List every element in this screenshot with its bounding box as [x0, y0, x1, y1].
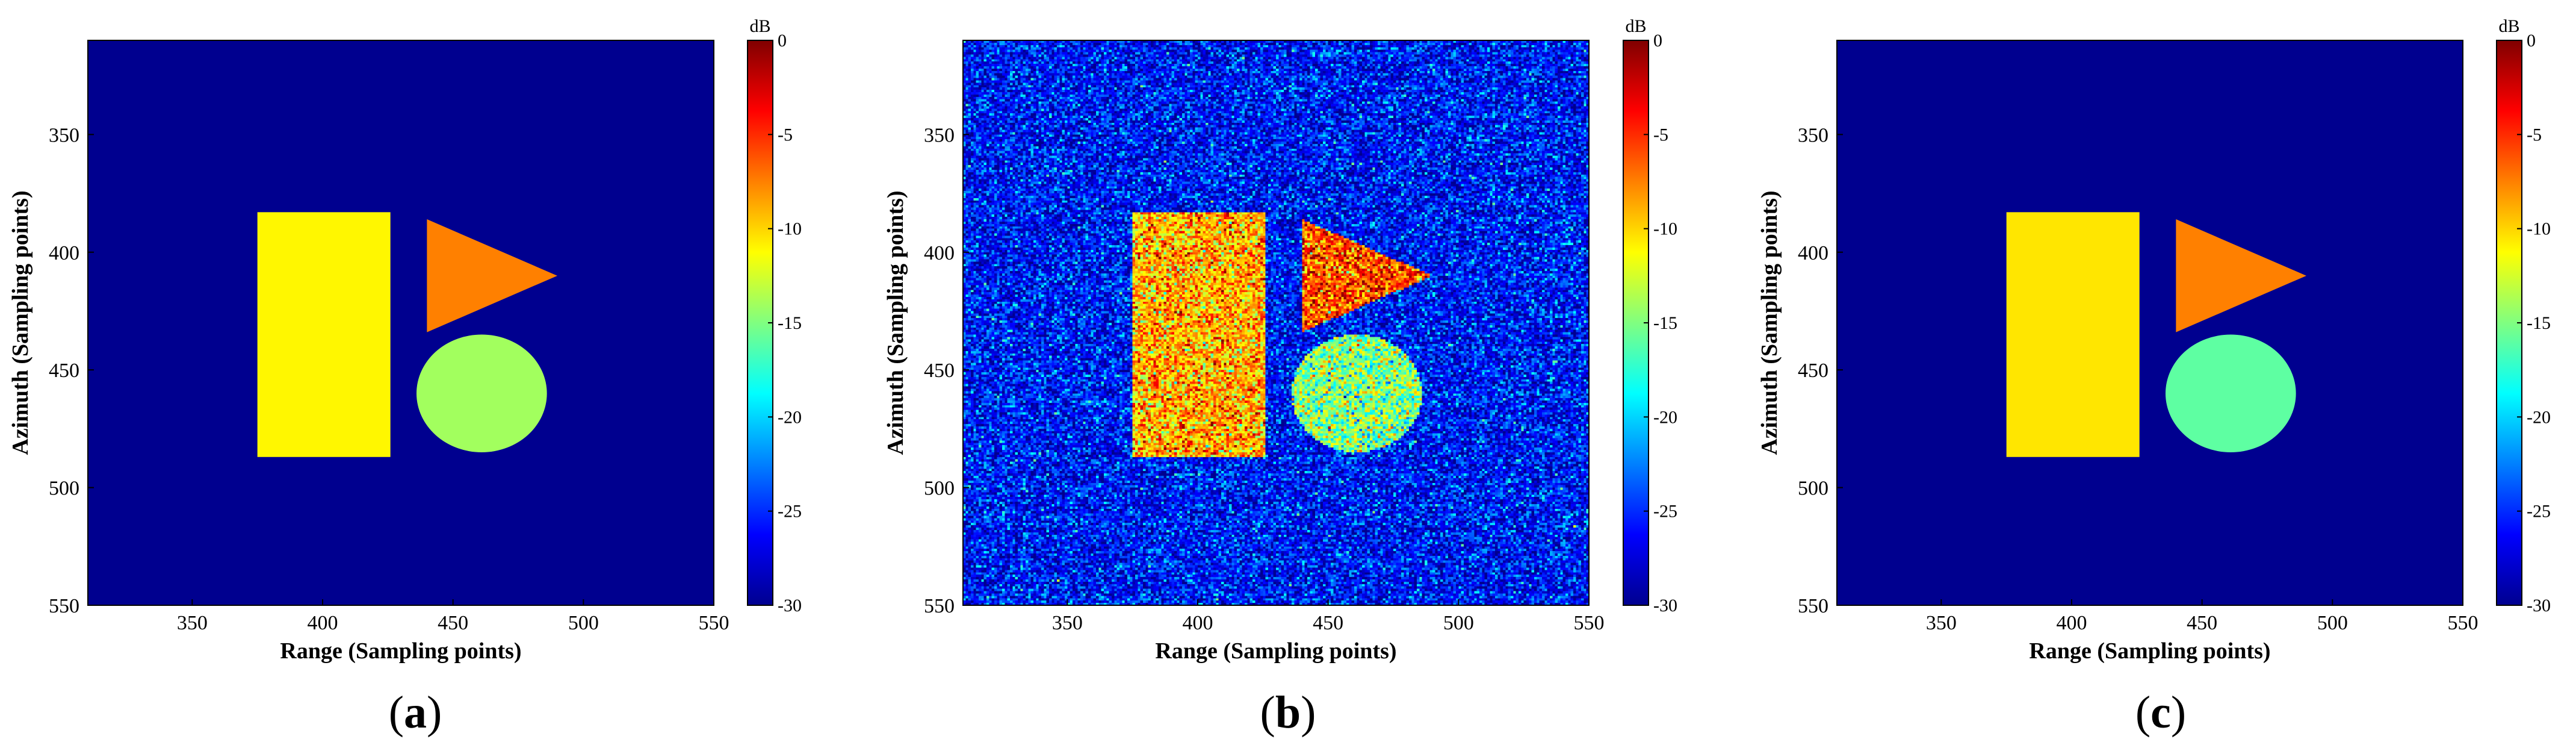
x-tick-label: 450: [2187, 612, 2217, 634]
y-tick-label: 550: [924, 595, 955, 617]
target-circle: [2166, 334, 2296, 452]
colorbar-tick-label: -20: [1653, 407, 1677, 427]
colorbar-tick-label: -25: [778, 502, 802, 522]
y-tick-label: 450: [1798, 360, 1828, 382]
colorbar-tick-label: -20: [2527, 407, 2551, 427]
y-tick-label: 350: [49, 124, 79, 146]
y-tick-label: 350: [924, 124, 955, 146]
colorbar-tick-label: -25: [2527, 502, 2551, 522]
y-tick-label: 550: [1798, 595, 1828, 617]
y-tick-label: 500: [49, 478, 79, 500]
panel-c: 350 400 450 500 550 350 400 450 500 550 Range (Sam…: [1757, 16, 2551, 738]
target-triangle: [427, 219, 557, 332]
colorbar: 0 -5 -10 -15 -20 -25 -30 dB: [2496, 16, 2551, 616]
panel-label-open-paren: (: [2135, 687, 2150, 738]
colorbar-tick-label: -10: [778, 219, 802, 239]
x-tick-label: 550: [699, 612, 729, 634]
plot-background: [88, 40, 714, 605]
colorbar-unit-label: dB: [2498, 16, 2519, 36]
y-tick-label: 500: [1798, 478, 1828, 500]
y-tick-label: 450: [49, 360, 79, 382]
colorbar-tick-label: -10: [1653, 219, 1677, 239]
colorbar-tick-label: -5: [1653, 125, 1668, 145]
x-tick-label: 550: [1574, 612, 1605, 634]
colorbar-tick-label: -15: [2527, 313, 2551, 333]
colorbar-tick-label: -5: [2527, 125, 2542, 145]
x-tick-label: 500: [2317, 612, 2348, 634]
panel-a: 350 400 450 500 550 350 400 450 500 550 Range (Sam…: [8, 16, 802, 738]
y-tick-label: 550: [49, 595, 79, 617]
target-rectangle: [2006, 212, 2140, 457]
colorbar-tick-label: -20: [778, 407, 802, 427]
y-tick-label: 450: [924, 360, 955, 382]
colorbar: 0 -5 -10 -15 -20 -25 -30 dB: [747, 16, 802, 616]
panel-label-close-paren: ): [427, 687, 442, 738]
x-axis-label: Range (Sampling points): [280, 638, 521, 664]
plot-background: [1837, 40, 2463, 605]
panel-label-open-paren: (: [1260, 687, 1275, 738]
y-axis-label: Azimuth (Sampling points): [1757, 190, 1782, 455]
colorbar-tick-label: 0: [778, 31, 787, 51]
panel-label-letter: a: [404, 687, 427, 738]
x-tick-label: 400: [1183, 612, 1213, 634]
axes-frame: [1836, 40, 2463, 606]
panel-label-letter: c: [2150, 687, 2171, 738]
y-tick-label: 350: [1798, 124, 1828, 146]
colorbar-tick-label: 0: [1653, 31, 1662, 51]
y-tick-label: 400: [1798, 242, 1828, 264]
x-tick-label: 550: [2448, 612, 2478, 634]
x-tick-label: 350: [177, 612, 208, 634]
x-tick-label: 400: [308, 612, 338, 634]
colorbar-tick-label: 0: [2527, 31, 2536, 51]
target-rectangle: [257, 212, 391, 457]
panel-label-open-paren: (: [389, 687, 404, 738]
x-tick-label: 450: [1313, 612, 1343, 634]
panel-label-close-paren: ): [2171, 687, 2186, 738]
colorbar-tick-label: -5: [778, 125, 793, 145]
panel-label: (b): [1260, 687, 1316, 738]
y-tick-label: 400: [924, 242, 955, 264]
y-axis-label: Azimuth (Sampling points): [883, 190, 908, 455]
colorbar-tick-label: -15: [778, 313, 802, 333]
target-circle: [416, 334, 547, 452]
x-tick-label: 400: [2057, 612, 2087, 634]
target-triangle: [2176, 219, 2306, 332]
colorbar-tick-label: -30: [1653, 596, 1677, 616]
x-tick-label: 350: [1052, 612, 1083, 634]
speckle-noise-raster: [963, 40, 1589, 605]
x-axis-label: Range (Sampling points): [1155, 638, 1396, 664]
x-tick-label: 500: [568, 612, 599, 634]
x-tick-label: 350: [1926, 612, 1957, 634]
panel-label: (a): [389, 687, 442, 738]
colorbar: 0 -5 -10 -15 -20 -25 -30 dB: [1623, 16, 1677, 616]
y-axis-label: Azimuth (Sampling points): [8, 190, 33, 455]
panel-label-close-paren: ): [1301, 687, 1316, 738]
colorbar-unit-label: dB: [749, 16, 770, 36]
panel-label: (c): [2135, 687, 2186, 738]
colorbar-unit-label: dB: [1625, 16, 1646, 36]
y-tick-label: 500: [924, 478, 955, 500]
x-axis-label: Range (Sampling points): [2029, 638, 2270, 664]
colorbar-tick-label: -30: [2527, 596, 2551, 616]
axes-frame: [962, 40, 1590, 606]
colorbar-tick-label: -15: [1653, 313, 1677, 333]
colorbar-tick-label: -10: [2527, 219, 2551, 239]
x-tick-label: 500: [1443, 612, 1474, 634]
colorbar-tick-label: -25: [1653, 502, 1677, 522]
panel-label-letter: b: [1275, 687, 1301, 738]
x-tick-label: 450: [438, 612, 468, 634]
y-tick-label: 400: [49, 242, 79, 264]
axes-frame: [87, 40, 714, 606]
colorbar-tick-label: -30: [778, 596, 802, 616]
panel-b: 350 400 450 500 550 350 400 450 500 550 Range (Sam…: [883, 16, 1677, 738]
